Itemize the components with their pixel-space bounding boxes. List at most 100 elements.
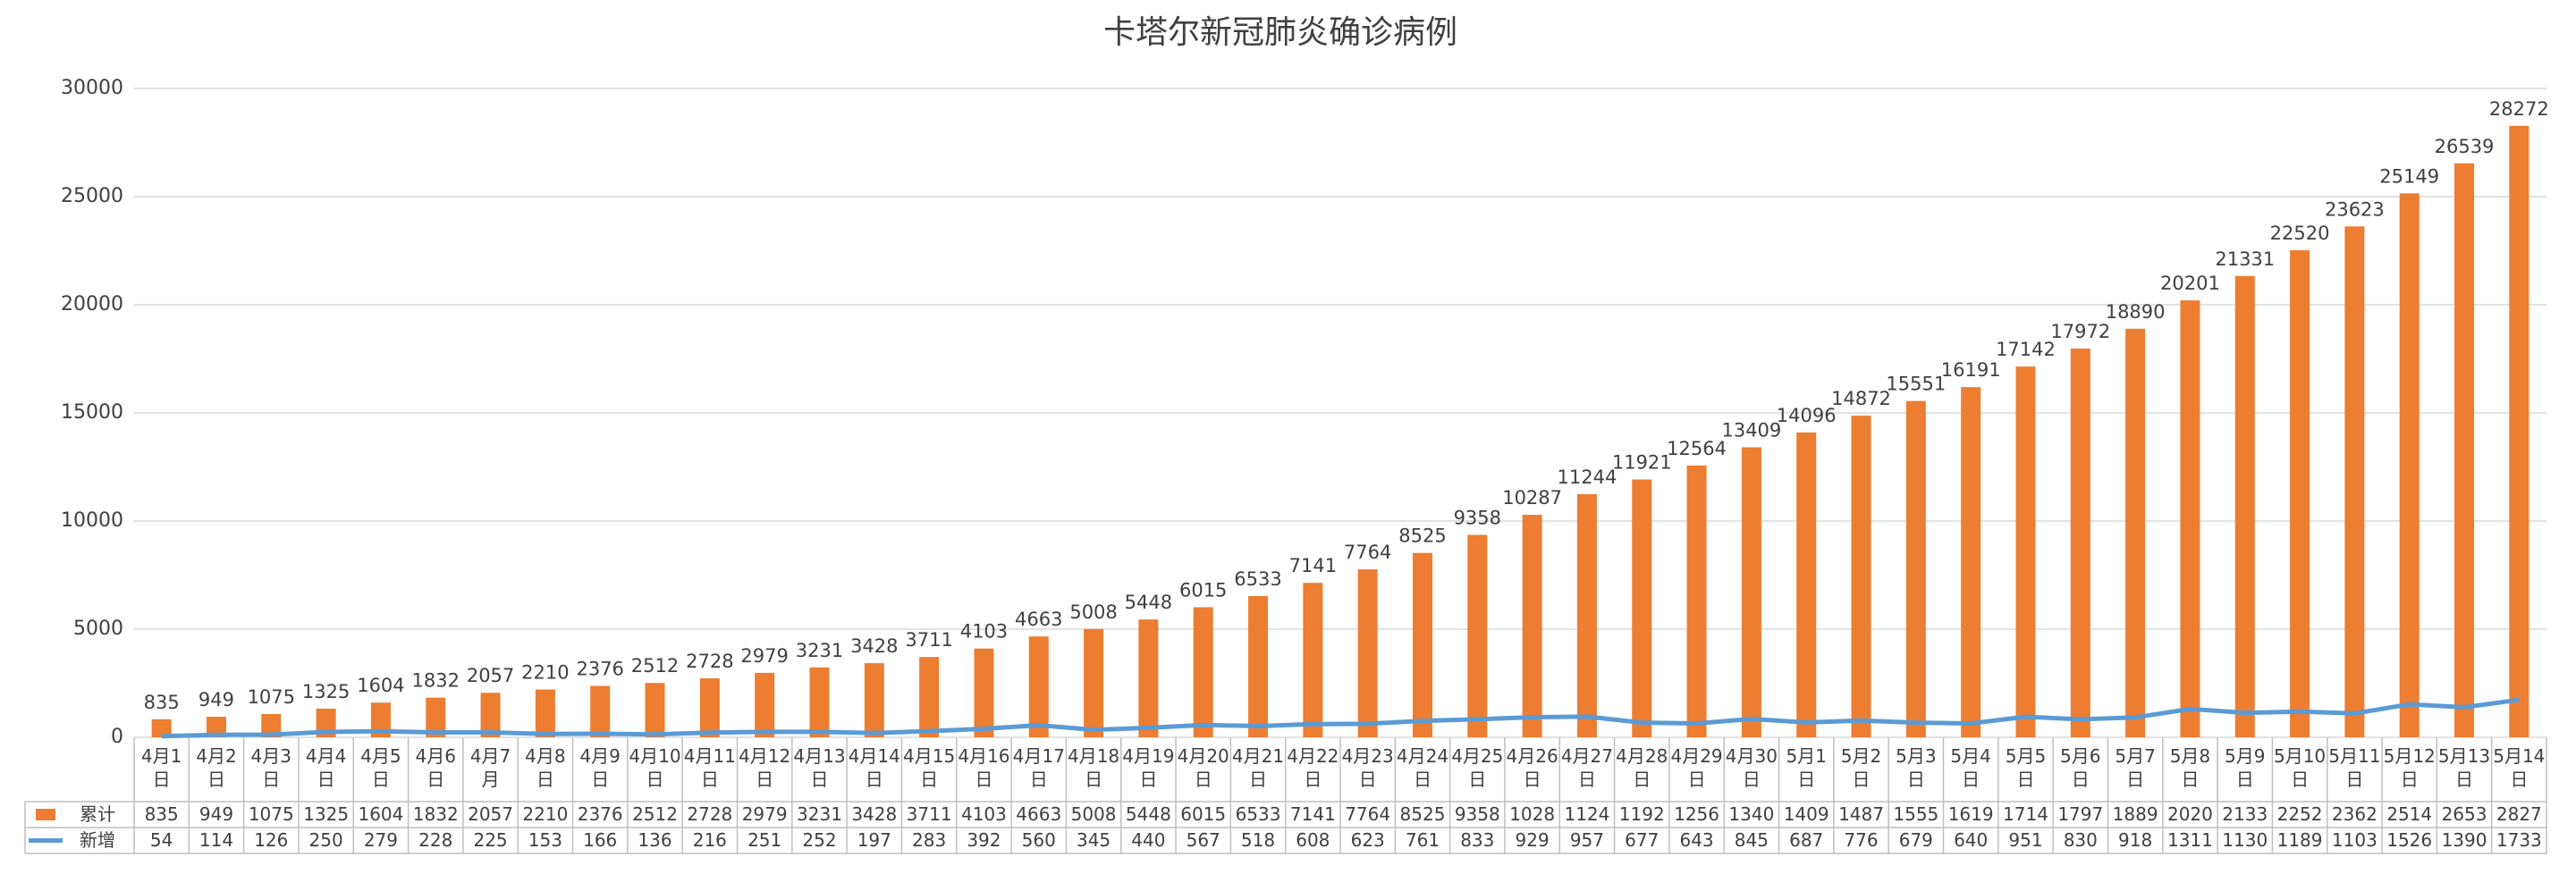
x-tick-label: 4月23日 bbox=[1341, 745, 1394, 790]
data-label: 14096 bbox=[1777, 405, 1837, 426]
x-tick-label: 4月3日 bbox=[250, 745, 291, 790]
bar bbox=[2509, 125, 2530, 737]
table-value: 830 bbox=[2063, 829, 2098, 851]
x-tick-label: 4月24日 bbox=[1396, 745, 1449, 790]
table-value: 25149 bbox=[2386, 803, 2433, 828]
table-value: 761 bbox=[1405, 829, 1440, 851]
x-tick-label: 5月14日 bbox=[2493, 745, 2546, 790]
table-value: 23623 bbox=[2331, 803, 2378, 828]
table-value: 15551 bbox=[1893, 803, 1939, 828]
bar bbox=[1796, 432, 1817, 737]
table-value: 12564 bbox=[1674, 803, 1720, 828]
table-value: 11244 bbox=[1564, 803, 1610, 828]
bar bbox=[1303, 583, 1323, 737]
x-tick-label: 4月12日 bbox=[739, 745, 791, 790]
bar bbox=[426, 697, 446, 737]
table-value: 687 bbox=[1789, 829, 1824, 851]
bar bbox=[864, 663, 884, 737]
table-value: 623 bbox=[1350, 829, 1385, 851]
bar bbox=[370, 702, 391, 737]
data-label: 835 bbox=[144, 692, 180, 713]
data-label: 6533 bbox=[1234, 568, 1281, 590]
table-value: 679 bbox=[1898, 829, 1933, 851]
data-label: 25149 bbox=[2379, 165, 2439, 187]
y-tick-label: 10000 bbox=[61, 509, 123, 532]
bar bbox=[1632, 479, 1652, 737]
x-tick-label: 5月10日 bbox=[2273, 745, 2327, 790]
data-label: 11244 bbox=[1558, 467, 1617, 488]
table-value: 2210 bbox=[522, 803, 569, 825]
data-label: 2512 bbox=[631, 655, 679, 677]
data-label: 28272 bbox=[2489, 98, 2549, 120]
y-tick-label: 25000 bbox=[61, 185, 123, 207]
table-value: 136 bbox=[638, 829, 672, 851]
table-value: 833 bbox=[1460, 829, 1495, 851]
x-tick-label: 4月4日 bbox=[305, 745, 347, 790]
x-tick-label: 5月6日 bbox=[2060, 745, 2101, 790]
data-label: 5448 bbox=[1125, 592, 1172, 613]
table-value: 8525 bbox=[1399, 803, 1446, 825]
x-tick-label: 4月15日 bbox=[903, 745, 956, 790]
x-tick-label: 4月16日 bbox=[958, 745, 1010, 790]
table-value: 14096 bbox=[1783, 803, 1829, 828]
bar bbox=[2399, 193, 2420, 738]
table-value: 835 bbox=[144, 803, 179, 825]
table-value: 567 bbox=[1186, 829, 1220, 851]
data-label: 14872 bbox=[1831, 388, 1891, 409]
data-label: 5008 bbox=[1069, 601, 1117, 623]
x-tick-label: 4月27日 bbox=[1560, 745, 1614, 790]
bar bbox=[1412, 552, 1432, 737]
table-value: 643 bbox=[1679, 829, 1714, 851]
x-tick-label: 4月13日 bbox=[793, 745, 846, 790]
bar bbox=[261, 713, 282, 737]
table-value: 17972 bbox=[2057, 803, 2104, 828]
x-tick-label: 4月30日 bbox=[1725, 745, 1778, 790]
x-tick-label: 4月18日 bbox=[1067, 745, 1120, 790]
table-value: 929 bbox=[1515, 829, 1550, 851]
bar bbox=[699, 677, 720, 737]
table-value: 21331 bbox=[2222, 803, 2268, 828]
table-value: 4103 bbox=[960, 803, 1007, 825]
bar bbox=[1193, 607, 1213, 737]
x-tick-label: 4月10日 bbox=[629, 745, 681, 790]
data-label: 6015 bbox=[1179, 579, 1227, 601]
data-label: 15551 bbox=[1886, 374, 1946, 395]
table-value: 1103 bbox=[2331, 829, 2378, 851]
table-value: 7764 bbox=[1345, 803, 1391, 825]
bar bbox=[1741, 447, 1761, 737]
x-tick-label: 4月28日 bbox=[1616, 745, 1668, 790]
bar bbox=[1961, 387, 1981, 737]
x-tick-label: 4月22日 bbox=[1287, 745, 1339, 790]
x-tick-label: 4月1日 bbox=[140, 745, 182, 790]
table-value: 949 bbox=[198, 803, 234, 825]
table-value: 22520 bbox=[2276, 803, 2323, 828]
table-value: 1325 bbox=[303, 803, 350, 825]
table-value: 1390 bbox=[2441, 829, 2487, 851]
table-value: 1311 bbox=[2166, 829, 2213, 851]
table-value: 5448 bbox=[1125, 803, 1171, 825]
table-value: 6015 bbox=[1180, 803, 1227, 825]
legend-swatch bbox=[36, 809, 55, 820]
data-label: 12564 bbox=[1667, 438, 1727, 459]
bar bbox=[1467, 534, 1488, 737]
data-label: 2728 bbox=[686, 651, 733, 672]
bar bbox=[1357, 569, 1378, 737]
x-tick-label: 4月11日 bbox=[683, 745, 736, 790]
table-value: 560 bbox=[1021, 829, 1056, 851]
table-value: 11921 bbox=[1618, 803, 1665, 828]
data-label: 7141 bbox=[1289, 555, 1337, 576]
x-tick-label: 4月17日 bbox=[1012, 745, 1065, 790]
table-value: 1832 bbox=[412, 803, 459, 825]
x-tick-label: 4月20日 bbox=[1177, 745, 1229, 790]
data-label: 16191 bbox=[1941, 359, 2001, 381]
table-value: 283 bbox=[912, 829, 947, 851]
line bbox=[161, 697, 2520, 739]
table-value: 776 bbox=[1844, 829, 1879, 851]
data-label: 11921 bbox=[1612, 452, 1672, 474]
bar bbox=[590, 685, 611, 737]
data-label: 17972 bbox=[2050, 321, 2110, 342]
bar bbox=[206, 717, 226, 737]
table-value: 2512 bbox=[632, 803, 678, 825]
data-label: 23623 bbox=[2325, 198, 2385, 220]
table-value: 518 bbox=[1240, 829, 1276, 851]
